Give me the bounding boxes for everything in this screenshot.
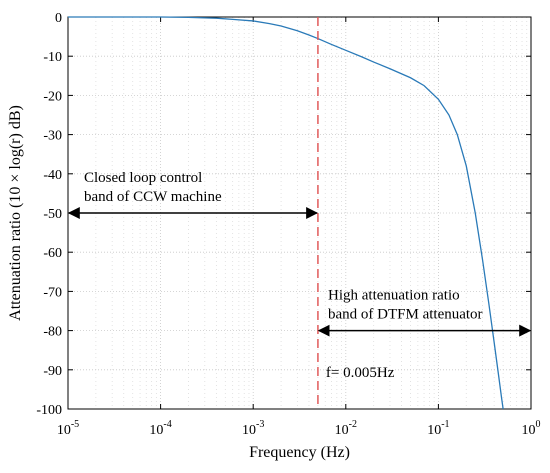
x-tick-label: 100 bbox=[522, 419, 541, 438]
annotation-line: band of CCW machine bbox=[84, 189, 222, 205]
y-tick-label: 0 bbox=[55, 11, 62, 26]
y-tick-label: -10 bbox=[43, 50, 62, 65]
x-tick-label: 10-4 bbox=[149, 419, 171, 438]
y-tick-label: -80 bbox=[43, 325, 62, 340]
y-axis-label: Attenuation ratio (10 × log(r) dB) bbox=[7, 105, 24, 321]
y-tick-label: -70 bbox=[43, 285, 62, 300]
attenuation-curve bbox=[68, 16, 504, 410]
axes: 10-5 10-4 10-3 10-2 10-1 100 0 -10 -20 -30 -40 -50 -… bbox=[36, 11, 540, 438]
series-layer bbox=[68, 16, 504, 410]
y-tick-label: -100 bbox=[36, 403, 62, 418]
x-tick-label: 10-1 bbox=[427, 419, 449, 438]
annotation-line: High attenuation ratio bbox=[328, 288, 460, 304]
x-axis-label: Frequency (Hz) bbox=[249, 444, 350, 461]
annotations: f= 0.005Hz Closed loop control band of CCW… bbox=[67, 17, 532, 409]
x-tick-label: 10-2 bbox=[335, 419, 357, 438]
reference-line-label: f= 0.005Hz bbox=[326, 365, 395, 381]
y-tick-label: -60 bbox=[43, 246, 62, 261]
y-tick-label: -30 bbox=[43, 129, 62, 144]
y-tick-label: -50 bbox=[43, 207, 62, 222]
annotation-line: Closed loop control bbox=[84, 170, 202, 186]
y-tick-label: -20 bbox=[43, 89, 62, 104]
x-tick-label: 10-5 bbox=[57, 419, 79, 438]
annotation-line: band of DTFM attenuator bbox=[328, 307, 483, 323]
y-tick-label: -90 bbox=[43, 364, 62, 379]
y-tick-label: -40 bbox=[43, 168, 62, 183]
x-tick-label: 10-3 bbox=[242, 419, 264, 438]
